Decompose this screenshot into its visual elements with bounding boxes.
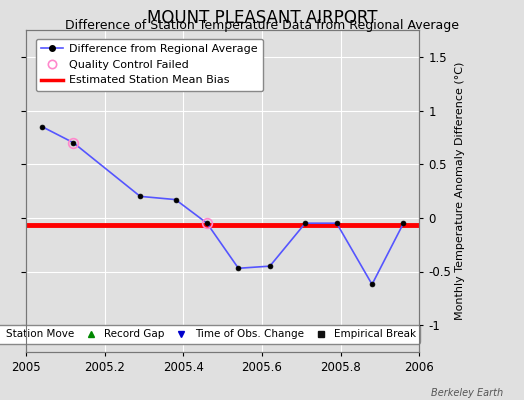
Text: Berkeley Earth: Berkeley Earth bbox=[431, 388, 503, 398]
Text: Difference of Station Temperature Data from Regional Average: Difference of Station Temperature Data f… bbox=[65, 19, 459, 32]
Y-axis label: Monthly Temperature Anomaly Difference (°C): Monthly Temperature Anomaly Difference (… bbox=[455, 62, 465, 320]
Legend: Station Move, Record Gap, Time of Obs. Change, Empirical Break: Station Move, Record Gap, Time of Obs. C… bbox=[0, 325, 420, 344]
Text: MOUNT PLEASANT AIRPORT: MOUNT PLEASANT AIRPORT bbox=[147, 9, 377, 27]
